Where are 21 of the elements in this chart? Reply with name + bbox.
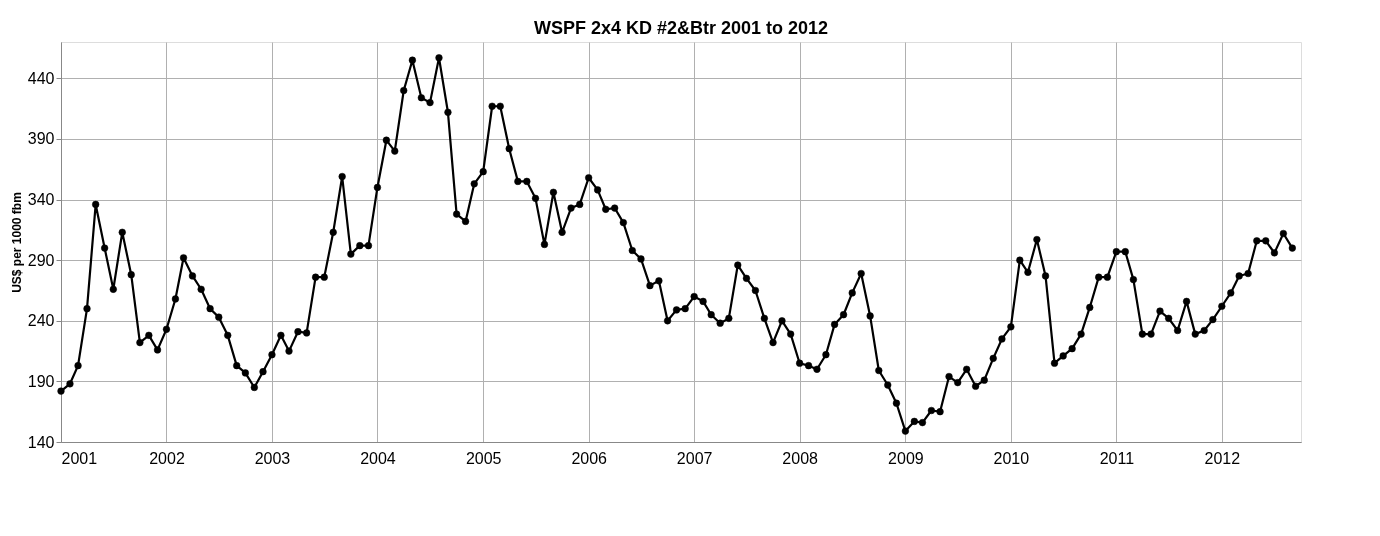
- x-tick-label: 2006: [571, 449, 608, 467]
- x-tick-label: 2002: [149, 449, 185, 467]
- y-tick-label: 440: [27, 69, 55, 87]
- y-tick-label: 190: [27, 372, 55, 390]
- y-tick-label: 240: [27, 312, 55, 330]
- x-tick-label: 2008: [782, 449, 819, 467]
- x-tick-label: 2011: [1099, 449, 1135, 467]
- x-tick-label: 2004: [360, 449, 396, 467]
- y-tick-label: 340: [27, 191, 55, 209]
- x-tick-label: 2007: [676, 449, 713, 467]
- y-tick-label: 290: [27, 251, 55, 269]
- chart-title: WSPF 2x4 KD #2&Btr 2001 to 2012: [533, 18, 829, 38]
- y-tick-label: 140: [27, 433, 55, 451]
- x-tick-label: 2010: [993, 449, 1030, 467]
- x-tick-label: 2005: [465, 449, 502, 467]
- y-tick-label: 390: [27, 130, 55, 148]
- x-tick-label: 2012: [1204, 449, 1241, 467]
- x-tick-label: 2009: [888, 449, 924, 467]
- x-tick-label: 2003: [254, 449, 291, 467]
- y-axis-title: US$ per 1000 fbm: [9, 192, 24, 293]
- x-tick-label: 2001: [61, 449, 98, 467]
